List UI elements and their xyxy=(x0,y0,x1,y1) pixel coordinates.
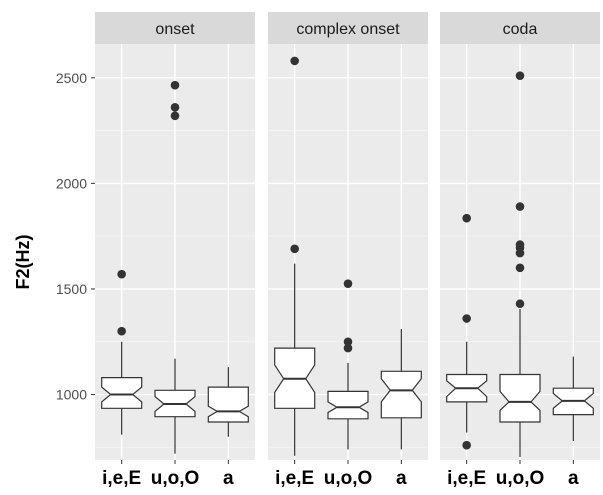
outlier-point xyxy=(290,244,299,254)
facet-strip-label: coda xyxy=(503,21,538,38)
y-tick-label: 1500 xyxy=(56,281,87,297)
x-tick-label: a xyxy=(223,468,234,489)
outlier-point xyxy=(515,299,525,309)
box-a xyxy=(380,329,422,450)
outlier-point xyxy=(170,103,180,112)
outlier-point xyxy=(462,314,471,323)
facet-panel-onset: onset i,e,E u,o,O a xyxy=(95,12,255,489)
box-u-o-O xyxy=(154,80,196,454)
x-tick-label: i,e,E xyxy=(102,468,141,489)
notched-box xyxy=(380,370,422,419)
facet-panel-complex-onset: complex onset i,e,E u,o,O a xyxy=(268,12,428,489)
facet-strip-label: onset xyxy=(155,21,195,38)
outlier-point xyxy=(462,440,471,450)
notched-box xyxy=(101,377,143,409)
facet-strip-label: complex onset xyxy=(296,21,400,38)
x-tick-label: i,e,E xyxy=(275,468,314,489)
notched-box xyxy=(327,390,369,420)
facet-strip xyxy=(268,12,428,44)
box-u-o-O xyxy=(327,279,369,450)
outlier-point xyxy=(515,202,525,211)
box-i-e-E xyxy=(446,213,488,450)
outlier-point xyxy=(117,269,126,279)
x-tick-label: u,o,O xyxy=(151,468,200,489)
x-tick-label: i,e,E xyxy=(447,468,486,489)
y-axis-label: F2(Hz) xyxy=(13,235,33,290)
notched-box xyxy=(207,386,249,423)
x-tick-label: u,o,O xyxy=(324,468,373,489)
box-i-e-E xyxy=(101,269,143,435)
outlier-point xyxy=(515,240,525,249)
x-tick-label: a xyxy=(396,468,407,489)
box-i-e-E xyxy=(274,56,316,456)
facet-strip xyxy=(440,12,600,44)
outlier-point xyxy=(515,263,525,273)
notched-box xyxy=(499,373,541,423)
y-tick-label: 2000 xyxy=(56,175,87,191)
outlier-point xyxy=(515,71,525,80)
facet-strip xyxy=(95,12,255,44)
outlier-point xyxy=(343,337,353,347)
y-tick-label: 1000 xyxy=(56,387,87,403)
outlier-point xyxy=(343,279,353,288)
outlier-point xyxy=(290,56,299,66)
box-u-o-O xyxy=(499,71,541,457)
outlier-point xyxy=(117,326,126,336)
facet-panel-coda: coda i,e,E u,o,O a xyxy=(440,12,600,489)
outlier-point xyxy=(170,111,180,121)
x-tick-label: u,o,O xyxy=(496,468,545,489)
outlier-point xyxy=(462,213,471,223)
box-a xyxy=(552,356,594,441)
outlier-point xyxy=(343,343,353,353)
x-tick-label: a xyxy=(568,468,579,489)
outlier-point xyxy=(170,80,180,90)
box-a xyxy=(207,367,249,437)
y-tick-label: 2500 xyxy=(56,70,87,86)
